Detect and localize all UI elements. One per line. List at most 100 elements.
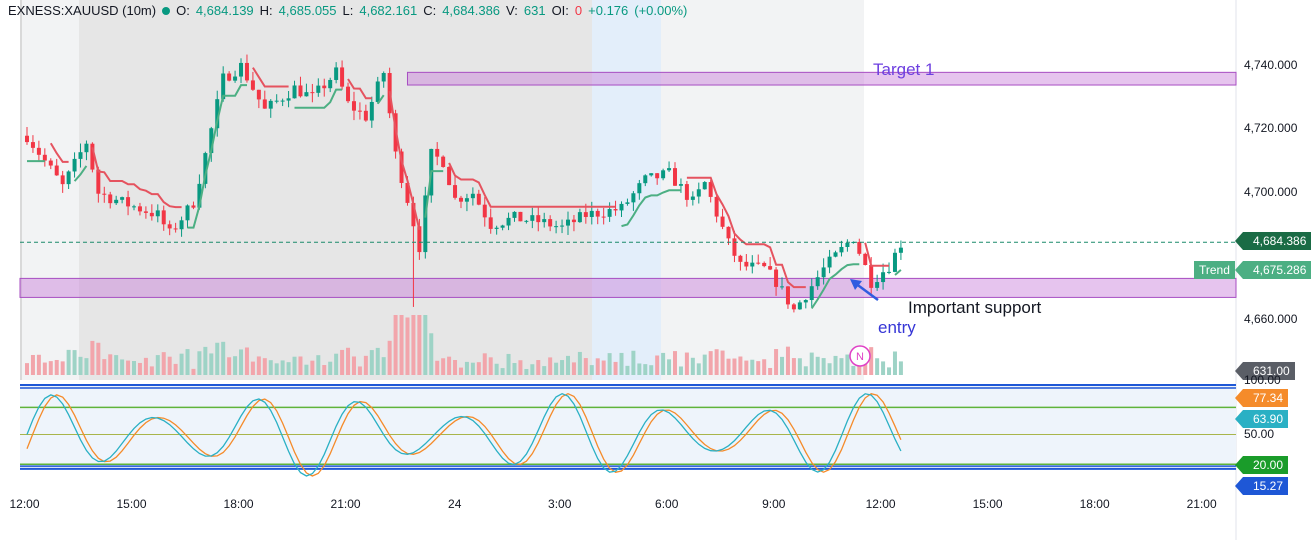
candle-body <box>262 99 267 109</box>
volume-bar <box>114 355 119 375</box>
volume-bar <box>661 352 666 375</box>
stoch-band-fill <box>20 385 1236 470</box>
volume-bar <box>405 317 410 375</box>
trend-indicator-label[interactable]: Trend <box>1194 261 1235 279</box>
volume-bar <box>387 340 392 375</box>
volume-bar <box>542 366 547 375</box>
candle-body <box>66 171 71 185</box>
volume-bar <box>292 356 297 375</box>
volume-bar <box>203 346 208 375</box>
volume-bar <box>120 359 125 375</box>
candle-body <box>732 238 737 256</box>
volume-bar <box>262 358 267 375</box>
volume-bar <box>233 356 238 375</box>
candle-body <box>762 262 767 267</box>
volume-bar <box>583 358 588 375</box>
candle-body <box>530 215 535 221</box>
volume-bar <box>447 356 452 375</box>
volume-bar <box>821 358 826 375</box>
candle-body <box>149 212 154 217</box>
volume-bar <box>869 347 874 375</box>
candle-body <box>340 67 345 87</box>
candle-body <box>845 242 850 247</box>
candle-body <box>179 220 184 230</box>
entry-label: entry <box>878 318 916 337</box>
time-tick-label: 24 <box>448 497 462 511</box>
volume-bar <box>791 358 796 375</box>
candle-body <box>351 101 356 111</box>
volume-bar <box>649 365 654 375</box>
candle-body <box>637 183 642 194</box>
volume-bar <box>577 351 582 375</box>
candle-body <box>595 210 600 217</box>
candle-body <box>589 210 594 217</box>
volume-bar <box>411 315 416 375</box>
candle-body <box>892 252 897 272</box>
volume-bar <box>887 367 892 375</box>
candle-body <box>631 193 636 203</box>
candle-body <box>227 73 232 81</box>
candle-body <box>298 85 303 97</box>
trend-line-up <box>376 94 385 105</box>
candle-body <box>30 142 35 148</box>
price-tick-label: 4,660.000 <box>1244 311 1298 326</box>
volume-bar <box>768 367 773 375</box>
volume-bar <box>340 349 345 375</box>
candle-body <box>453 185 458 198</box>
candle-body <box>316 85 321 93</box>
candle-body <box>613 209 618 211</box>
volume-bar <box>595 358 600 375</box>
symbol-name[interactable]: EXNESS:XAUUSD (10m) <box>8 3 157 18</box>
time-tick-label: 3:00 <box>548 497 572 511</box>
candle-body <box>256 89 261 100</box>
candle-body <box>292 85 297 99</box>
stoch-level-50: 50.00 <box>1244 427 1275 441</box>
candle-body <box>536 215 541 223</box>
market-status-icon <box>162 6 171 15</box>
change-value: +0.176 <box>588 3 629 18</box>
volume-bar <box>215 342 220 375</box>
target-1-label: Target 1 <box>873 60 935 79</box>
candle-body <box>494 227 499 229</box>
volume-bar <box>369 350 374 375</box>
candle-body <box>815 277 820 287</box>
oi-value: 0 <box>574 3 583 18</box>
candle-body <box>304 92 309 97</box>
time-tick-label: 12:00 <box>865 497 896 511</box>
candle-body <box>476 193 481 205</box>
volume-bar <box>494 363 499 375</box>
candle-body <box>280 100 285 102</box>
volume-bar <box>892 351 897 375</box>
candle-body <box>863 253 868 265</box>
volume-bar <box>756 361 761 375</box>
candle-body <box>554 226 559 228</box>
candle-body <box>881 272 886 283</box>
volume-bar <box>607 353 612 375</box>
volume-bar <box>363 355 368 375</box>
volume-bar <box>613 361 618 375</box>
candle-body <box>120 197 125 200</box>
volume-bar <box>143 357 148 375</box>
volume-tag: 631.00 <box>1235 362 1295 380</box>
volume-bar <box>506 353 511 375</box>
volume-bar <box>589 365 594 375</box>
candle-body <box>542 219 547 223</box>
candle-body <box>821 267 826 278</box>
time-tick-label: 9:00 <box>762 497 786 511</box>
candle-body <box>126 197 131 207</box>
candle-body <box>78 152 83 159</box>
volume-bar <box>803 366 808 375</box>
candle-body <box>274 100 279 102</box>
candle-body <box>869 264 874 288</box>
volume-bar <box>809 352 814 375</box>
candle-body <box>678 184 683 186</box>
volume-bar <box>268 360 273 375</box>
candle-body <box>738 255 743 262</box>
volume-bar <box>619 352 624 375</box>
trend-line-up <box>894 269 902 276</box>
volume-bar <box>54 359 59 375</box>
time-tick-label: 21:00 <box>1186 497 1217 511</box>
volume-bar <box>524 368 529 375</box>
